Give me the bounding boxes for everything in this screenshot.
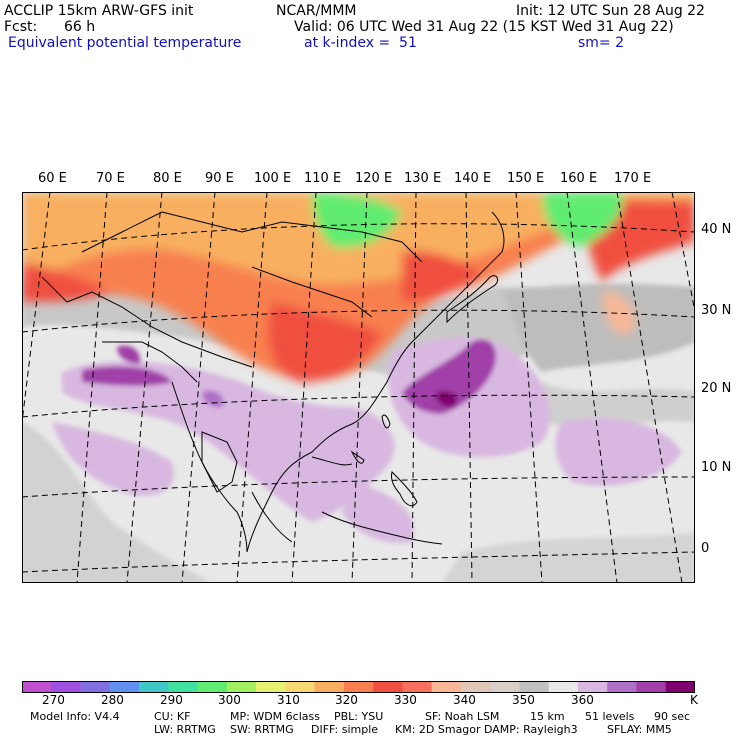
colorbar-swatch (402, 681, 433, 693)
colorbar-label: 270 (42, 693, 65, 707)
colorbar (22, 681, 695, 693)
lon-label: 150 E (507, 171, 545, 186)
colorbar-swatch (636, 681, 667, 693)
colorbar-swatch (51, 681, 82, 693)
colorbar-label: 300 (218, 693, 241, 707)
lon-label: 70 E (96, 171, 125, 186)
grid-spacing: 15 km (530, 710, 565, 723)
colorbar-label: 360 (571, 693, 594, 707)
colorbar-swatch (431, 681, 462, 693)
microphysics-scheme: MP: WDM 6class (230, 710, 320, 723)
smoothing: sm= 2 (578, 35, 625, 51)
colorbar-label: 350 (512, 693, 535, 707)
lon-label: 110 E (304, 171, 342, 186)
colorbar-unit: K (690, 693, 698, 707)
surface-scheme: SF: Noah LSM (425, 710, 500, 723)
colorbar-swatch (548, 681, 579, 693)
colorbar-swatch (285, 681, 316, 693)
cumulus-scheme: CU: KF (154, 710, 191, 723)
lat-label: 40 N (701, 222, 732, 237)
lat-label: 30 N (701, 303, 732, 318)
colorbar-label: 310 (277, 693, 300, 707)
lon-label: 120 E (355, 171, 393, 186)
colorbar-label: 290 (160, 693, 183, 707)
forecast-hours: 66 h (64, 19, 96, 35)
shortwave-scheme: SW: RRTMG (230, 723, 294, 736)
lat-label: 0 (701, 541, 710, 556)
lat-lon-grid (22, 192, 695, 583)
lon-label: 90 E (205, 171, 234, 186)
longwave-scheme: LW: RRTMG (154, 723, 216, 736)
colorbar-label: 320 (335, 693, 358, 707)
colorbar-swatch (343, 681, 374, 693)
diffusion-option: DIFF: simple (311, 723, 379, 736)
time-step: 90 sec (654, 710, 691, 723)
pbl-scheme: PBL: YSU (334, 710, 384, 723)
coastlines (41, 211, 505, 553)
vertical-levels: 51 levels (585, 710, 635, 723)
colorbar-swatch (256, 681, 286, 693)
lat-label: 20 N (701, 381, 732, 396)
colorbar-swatch (22, 681, 52, 693)
field-name: Equivalent potential temperature (8, 35, 242, 51)
lon-label: 80 E (153, 171, 182, 186)
colorbar-swatch (139, 681, 169, 693)
init-time: Init: 12 UTC Sun 28 Aug 22 (516, 3, 705, 19)
lon-label: 160 E (560, 171, 598, 186)
colorbar-swatch (168, 681, 199, 693)
surface-layer-scheme: SFLAY: MM5 (607, 723, 672, 736)
model-info: Model Info: V4.4 (30, 710, 120, 723)
colorbar-swatch (665, 681, 695, 693)
colorbar-frame (22, 681, 695, 693)
colorbar-swatch (314, 681, 345, 693)
colorbar-label: 330 (394, 693, 417, 707)
lon-label: 170 E (614, 171, 652, 186)
org-label: NCAR/MMM (276, 3, 357, 19)
map-frame (22, 192, 695, 583)
colorbar-label: 280 (101, 693, 124, 707)
lon-label: 140 E (454, 171, 492, 186)
lon-label: 100 E (254, 171, 292, 186)
colorbar-swatch (577, 681, 608, 693)
valid-time: Valid: 06 UTC Wed 31 Aug 22 (15 KST Wed … (294, 19, 674, 35)
lat-label: 10 N (701, 460, 732, 475)
eddy-option: KM: 2D Smagor (395, 723, 481, 736)
lon-label: 60 E (38, 171, 67, 186)
colorbar-swatch (607, 681, 637, 693)
colorbar-swatch (490, 681, 520, 693)
colorbar-swatch (519, 681, 550, 693)
theta-e-map (22, 192, 695, 583)
damping-option: DAMP: Rayleigh3 (484, 723, 578, 736)
forecast-label: Fcst: (4, 19, 38, 35)
model-title: ACCLIP 15km ARW-GFS init (4, 3, 194, 19)
colorbar-swatch (197, 681, 228, 693)
colorbar-swatch (109, 681, 140, 693)
colorbar-swatch (373, 681, 403, 693)
level-index: at k-index = 51 (304, 35, 417, 51)
colorbar-label: 340 (453, 693, 476, 707)
colorbar-swatch (80, 681, 111, 693)
lon-label: 130 E (404, 171, 442, 186)
colorbar-swatch (460, 681, 491, 693)
warm-band (22, 192, 695, 382)
colorbar-swatch (226, 681, 257, 693)
